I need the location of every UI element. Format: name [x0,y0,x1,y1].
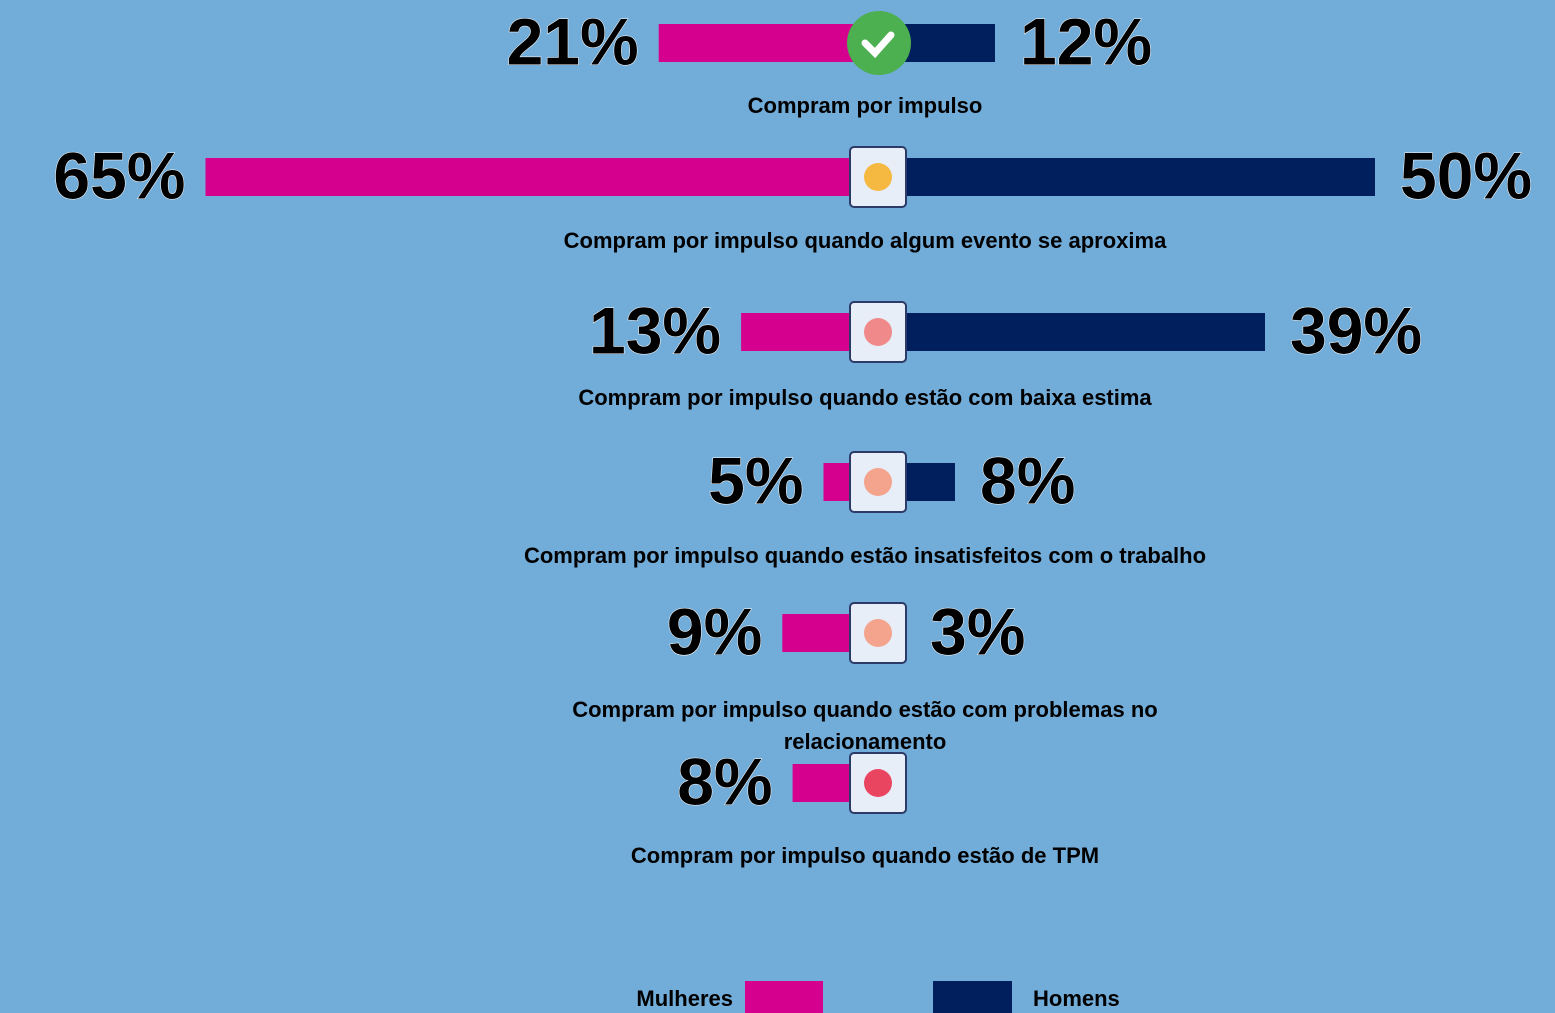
value-label: 65% [53,138,185,212]
legend-swatch [933,981,1012,1013]
category-label: Compram por impulso quando estão de TPM [505,840,1225,872]
icon [864,468,892,496]
value-label: 9% [667,594,762,668]
value-label: 50% [1400,138,1532,212]
legend-label: Mulheres [636,986,733,1011]
icon [847,11,911,75]
legend-label: Homens [1033,986,1120,1011]
icon [864,619,892,647]
value-label: 21% [507,4,639,78]
value-label: 8% [980,443,1075,517]
bar [659,24,875,62]
icon [864,163,892,191]
icon [864,769,892,797]
value-label: 5% [708,443,803,517]
bar [875,158,1375,196]
value-label: 3% [930,594,1025,668]
value-label: 13% [589,293,721,367]
category-label: Compram por impulso [515,90,1215,122]
bar [206,158,876,196]
category-label: Compram por impulso quando algum evento … [545,225,1185,257]
icon [864,318,892,346]
bar [875,313,1265,351]
value-label: 12% [1020,4,1152,78]
category-label: Compram por impulso quando estão com bai… [505,382,1225,414]
legend-swatch [745,981,823,1013]
chart: 21%12%65%50%13%39%5%8%9%3%8%MulheresHome… [0,0,1555,1013]
category-label: Compram por impulso quando estão com pro… [500,694,1230,758]
value-label: 39% [1290,293,1422,367]
category-label: Compram por impulso quando estão insatis… [500,540,1230,572]
